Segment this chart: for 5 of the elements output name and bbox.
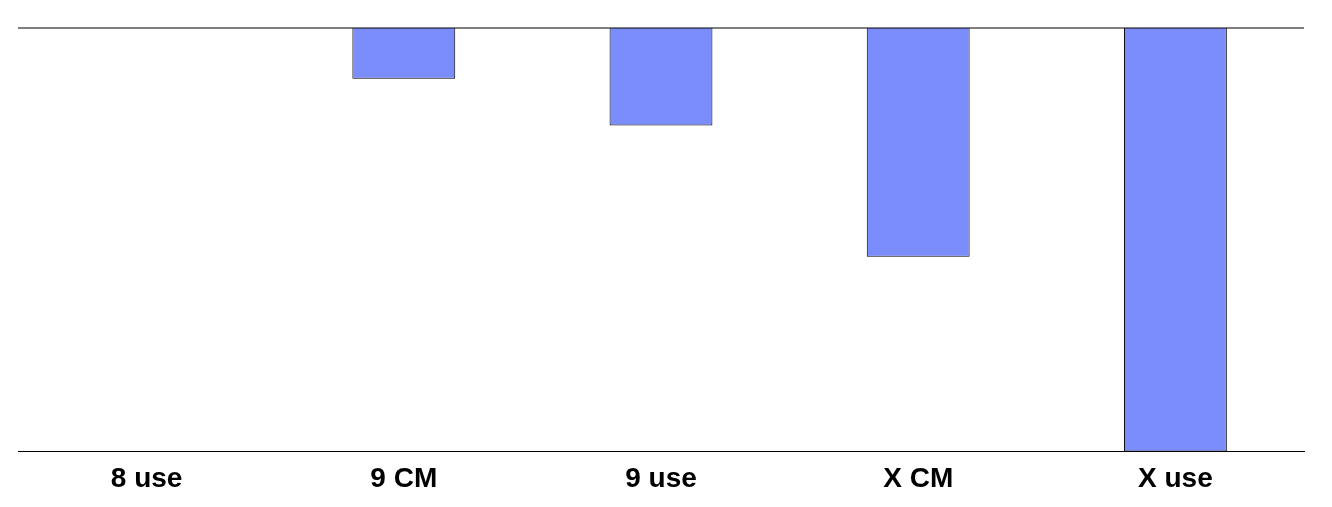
x-tick-label: 9 use bbox=[625, 461, 697, 493]
x-tick-label: 8 use bbox=[110, 461, 183, 493]
x-tick-label: 9 CM bbox=[370, 461, 438, 493]
x-tick-label: X CM bbox=[883, 461, 954, 493]
x-tick-label: X use bbox=[1138, 461, 1213, 493]
